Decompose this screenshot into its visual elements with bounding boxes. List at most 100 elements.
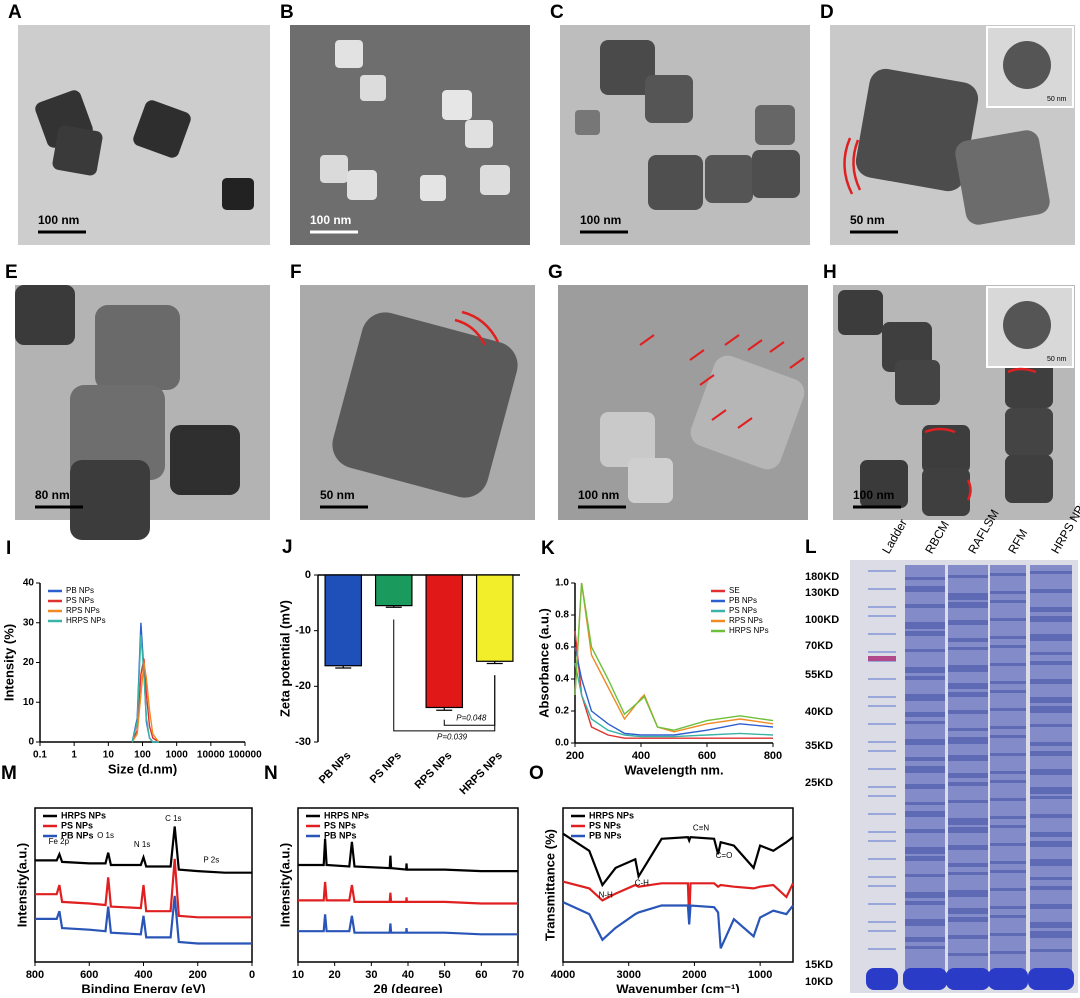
particle	[600, 412, 655, 467]
legend-label: PB NPs	[61, 830, 94, 840]
x-tick-label: 100	[134, 750, 151, 761]
band	[948, 728, 988, 731]
panel-letter: K	[541, 538, 555, 559]
band	[948, 575, 988, 578]
band	[1030, 886, 1072, 890]
series-line	[562, 832, 794, 888]
x-tick-label: 40	[402, 969, 414, 981]
x-tick-label: 800	[764, 750, 782, 762]
scale-label: 50 nm	[320, 488, 355, 502]
legend-label: RPS NPs	[66, 606, 100, 615]
error-bar	[436, 707, 453, 711]
panel-letter: G	[548, 262, 563, 283]
series-line	[574, 582, 774, 731]
particle	[465, 120, 493, 148]
significance-bracket	[443, 675, 496, 726]
particle	[332, 312, 518, 498]
annotation: C 1s	[165, 814, 181, 823]
y-tick-label: 0.2	[555, 706, 569, 717]
x-axis-label: Wavenumber (cm⁻¹)	[616, 981, 739, 993]
y-tick-label: 1.0	[555, 578, 569, 589]
band	[990, 915, 1026, 918]
band	[905, 676, 945, 680]
band	[868, 786, 896, 788]
y-axis-label: Zeta potential (mV)	[277, 600, 292, 717]
band	[990, 690, 1026, 693]
band	[868, 903, 896, 905]
particle	[648, 155, 703, 210]
y-tick-label: -20	[295, 680, 311, 692]
band	[990, 708, 1026, 711]
band	[1030, 661, 1072, 665]
band	[1030, 742, 1072, 746]
micrograph	[290, 25, 530, 245]
lane-label: RFM	[1005, 527, 1030, 557]
band	[948, 818, 988, 825]
band	[1030, 787, 1072, 794]
band	[948, 872, 988, 875]
band	[948, 845, 988, 850]
band	[990, 843, 1026, 846]
bar	[425, 574, 464, 709]
band	[990, 573, 1026, 576]
x-tick-label: RPS NPs	[413, 750, 455, 792]
x-tick-label: 200	[189, 969, 207, 981]
y-axis-label: Intensity (%)	[1, 624, 16, 701]
band	[905, 829, 945, 833]
band	[948, 683, 988, 689]
band	[905, 577, 945, 580]
band	[990, 933, 1026, 936]
band	[905, 874, 945, 877]
membrane-mark	[924, 427, 956, 434]
panel-letter: O	[529, 763, 544, 784]
band	[905, 631, 945, 636]
annotation: N 1s	[134, 840, 150, 849]
legend-label: SE	[729, 586, 740, 595]
membrane-mark	[454, 318, 487, 346]
particle	[922, 425, 970, 473]
band	[905, 856, 945, 861]
band	[948, 737, 988, 744]
particle	[1005, 455, 1053, 503]
band	[948, 800, 988, 803]
series-line	[35, 858, 252, 919]
band	[905, 901, 945, 905]
series-line	[298, 838, 518, 873]
band	[868, 921, 896, 923]
marker-label: 35KD	[805, 740, 833, 752]
marker-label: 25KD	[805, 777, 833, 789]
inset-particle	[1003, 41, 1051, 89]
y-tick-label: 30	[23, 617, 35, 628]
x-tick-label: 10	[292, 969, 304, 981]
band	[948, 710, 988, 714]
band	[905, 811, 945, 817]
band	[990, 888, 1026, 891]
band	[990, 780, 1026, 783]
particle	[860, 460, 908, 508]
bar	[374, 574, 413, 607]
band	[1030, 877, 1072, 880]
x-tick-label: 2000	[682, 969, 706, 981]
particle	[170, 425, 240, 495]
y-axis-label: Intensity(a.u.)	[277, 843, 292, 928]
legend-label: PS NPs	[324, 820, 356, 830]
band	[1030, 859, 1072, 866]
band	[1030, 589, 1072, 593]
band	[990, 645, 1026, 648]
band	[868, 813, 896, 815]
legend-label: PS NPs	[589, 820, 621, 830]
annotation: P=0.039	[437, 733, 468, 742]
band	[948, 692, 988, 697]
panel-letter: L	[805, 537, 817, 558]
x-tick-label: 400	[632, 750, 650, 762]
particle	[882, 322, 932, 372]
legend-label: PB NPs	[729, 596, 757, 605]
band	[948, 917, 988, 922]
x-tick-label: PS NPs	[368, 750, 404, 786]
band	[868, 696, 896, 698]
particle	[70, 460, 150, 540]
particle	[690, 355, 805, 470]
dye-front	[903, 968, 947, 990]
membrane-mark	[461, 310, 500, 343]
